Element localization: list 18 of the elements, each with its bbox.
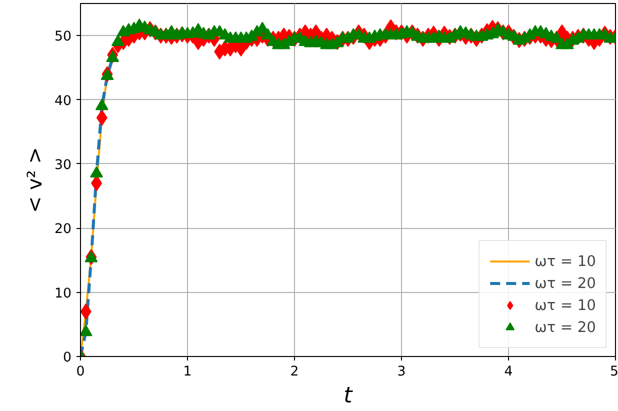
y-tick-label: 30 [54,158,72,173]
legend-label: ωτ = 10 [534,296,596,314]
legend-label: ωτ = 10 [534,252,596,270]
legend-label: ωτ = 20 [534,274,596,292]
x-tick-label: 2 [290,364,299,380]
y-tick-label: 50 [54,30,72,45]
x-tick-label: 5 [610,364,618,380]
x-tick-label: 3 [397,364,406,380]
x-tick-label: 4 [504,364,513,380]
y-axis-title: < v² > [22,146,47,214]
legend-label: ωτ = 20 [534,318,596,336]
x-axis-title: t [344,384,354,408]
x-tick-label: 1 [183,364,192,380]
y-tick-label: 10 [54,286,72,302]
y-tick-label: 20 [54,222,72,238]
y-tick-label: 0 [63,350,72,366]
x-tick-label: 0 [76,364,85,380]
y-tick-label: 40 [54,94,72,109]
